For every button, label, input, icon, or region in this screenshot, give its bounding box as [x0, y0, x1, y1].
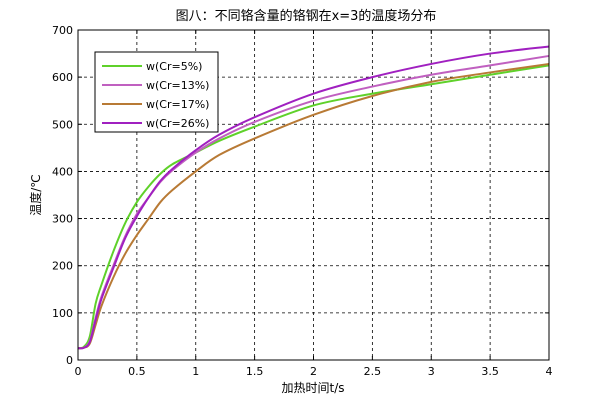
y-tick-label: 400: [52, 165, 73, 178]
legend: w(Cr=5%) w(Cr=13%) w(Cr=17%) w(Cr=26%): [94, 51, 219, 133]
chart-title: 图八：不同铬含量的铬钢在x=3的温度场分布: [176, 8, 437, 24]
series-layer: [77, 45, 550, 350]
x-axis-label: 加热时间t/s: [281, 381, 344, 395]
y-tick-label: 0: [66, 354, 73, 367]
y-tick-label: 100: [52, 307, 73, 320]
x-tick-label: 4: [546, 365, 553, 378]
x-tick-label: 0.5: [128, 365, 146, 378]
y-tick-label: 700: [52, 24, 73, 37]
x-tick-label: 3: [428, 365, 435, 378]
series-line-0: [77, 64, 550, 350]
x-tick-label: 3.5: [481, 365, 499, 378]
x-tick-label: 1: [192, 365, 199, 378]
legend-label-2: w(Cr=17%): [146, 98, 209, 111]
series-line-3: [77, 45, 550, 350]
y-tick-label: 300: [52, 213, 73, 226]
legend-label-1: w(Cr=13%): [146, 79, 209, 92]
y-tick-label: 500: [52, 118, 73, 131]
ticks: 0 0.5 1 1.5 2 2.5 3 3.5 4 0 100 200 300 400 500 600 700: [52, 24, 553, 378]
series-line-2: [77, 62, 550, 350]
y-axis-label: 温度/℃: [28, 174, 43, 216]
y-tick-label: 600: [52, 71, 73, 84]
x-tick-label: 2.5: [364, 365, 382, 378]
y-tick-label: 200: [52, 260, 73, 273]
legend-label-3: w(Cr=26%): [146, 117, 209, 130]
x-tick-label: 0: [75, 365, 82, 378]
x-tick-label: 1.5: [246, 365, 264, 378]
x-tick-label: 2: [310, 365, 317, 378]
legend-label-0: w(Cr=5%): [146, 60, 202, 73]
